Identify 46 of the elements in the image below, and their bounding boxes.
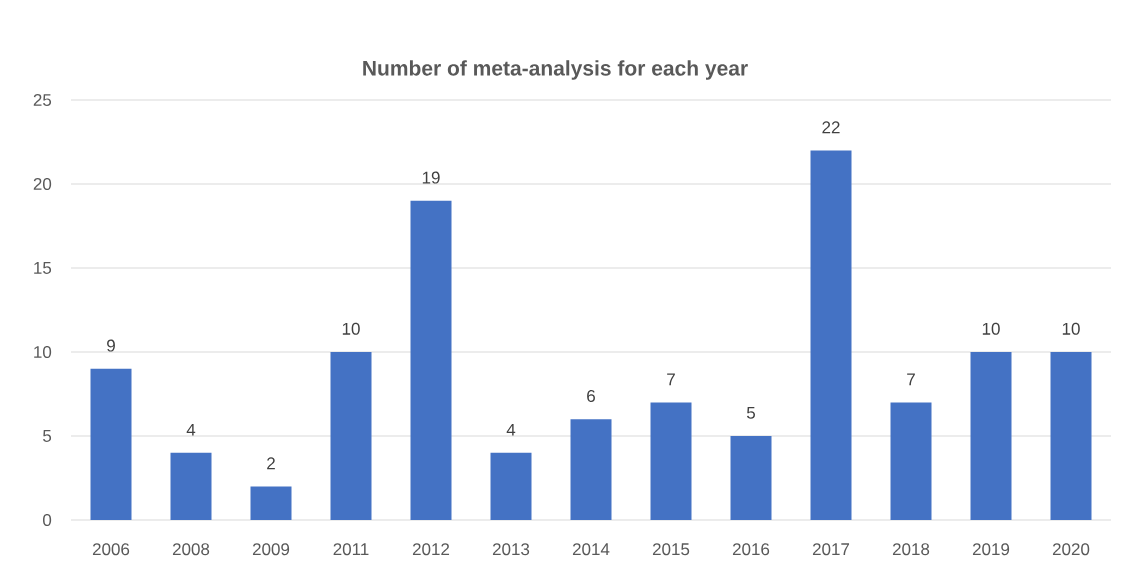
bar	[1050, 352, 1092, 520]
data-label: 10	[982, 322, 1000, 335]
x-tick-label: 2016	[732, 543, 770, 556]
data-label: 10	[342, 322, 360, 335]
bar	[490, 452, 532, 520]
bar	[890, 402, 932, 520]
bar	[170, 452, 212, 520]
x-tick-label: 2015	[652, 543, 690, 556]
y-tick-label: 0	[43, 513, 52, 527]
y-tick-label: 15	[34, 262, 52, 274]
data-label: 22	[822, 121, 840, 134]
bar	[650, 402, 692, 520]
x-tick-label: 2008	[172, 543, 210, 556]
data-label: 2	[267, 457, 275, 470]
data-label: 4	[186, 423, 196, 436]
x-tick-label: 2006	[92, 543, 130, 556]
bar	[90, 368, 132, 520]
data-label: 19	[422, 171, 440, 184]
data-label: 7	[907, 373, 915, 386]
data-label: 5	[746, 406, 756, 419]
y-tick-label: 20	[33, 177, 52, 191]
x-tick-label: 2020	[1052, 543, 1090, 556]
x-tick-label: 2017	[812, 543, 850, 556]
bar	[570, 419, 612, 520]
x-tick-label: 2018	[892, 543, 930, 556]
data-label: 7	[667, 373, 675, 386]
x-tick-label: 2019	[972, 543, 1010, 556]
x-tick-label: 2009	[252, 543, 290, 556]
x-tick-label: 2011	[333, 543, 369, 556]
data-label: 6	[587, 389, 595, 403]
x-tick-label: 2014	[572, 543, 610, 556]
x-tick-label: 2012	[412, 543, 450, 556]
y-tick-label: 25	[33, 93, 52, 107]
y-tick-label: 5	[43, 430, 52, 442]
y-tick-label: 10	[34, 345, 52, 359]
bar	[730, 436, 772, 520]
data-label: 10	[1062, 322, 1080, 335]
data-label: 4	[506, 423, 516, 436]
bar	[810, 150, 852, 520]
bar	[410, 200, 452, 520]
bar	[250, 486, 292, 520]
data-label: 9	[107, 339, 115, 352]
x-tick-label: 2013	[492, 543, 530, 556]
bar	[330, 352, 372, 520]
bar	[970, 352, 1012, 520]
chart-title: Number of meta-analysis for each year	[363, 60, 748, 80]
